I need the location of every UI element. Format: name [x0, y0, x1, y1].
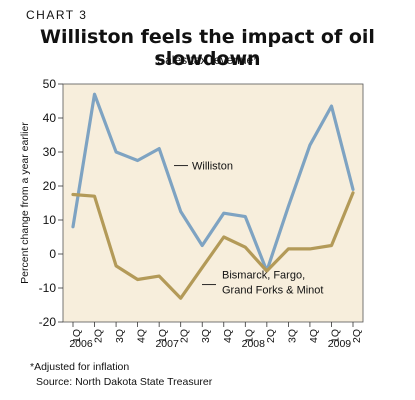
plot-area	[62, 83, 364, 323]
chart-subtitle: Sales tax revenue*	[157, 53, 258, 67]
x-year-label: 2006	[69, 338, 93, 350]
x-tick-label: 1Q	[243, 329, 255, 343]
annotation-label: Grand Forks & Minot	[222, 285, 323, 297]
y-axis-label: Percent change from a year earlier	[19, 122, 31, 284]
x-tick-label: 4Q	[136, 329, 148, 343]
x-tick-label: 4Q	[222, 329, 234, 343]
series-line	[71, 191, 355, 300]
source-note: Source: North Dakota State Treasurer	[36, 376, 213, 388]
x-year-label: 2009	[328, 338, 352, 350]
x-tick-label: 1Q	[71, 329, 83, 343]
x-tick-label: 3Q	[200, 329, 212, 343]
x-tick-label: 3Q	[114, 329, 126, 343]
x-tick-label: 2Q	[265, 329, 277, 343]
y-tick-label: 20	[43, 179, 57, 193]
series-line	[71, 92, 355, 273]
y-axis: 50 40 30 20 10 0 -10 -20	[39, 77, 63, 329]
y-tick-label: 0	[49, 247, 56, 261]
y-tick-label: 10	[43, 213, 57, 227]
y-tick-label: 30	[43, 145, 57, 159]
x-year-label: 2007	[155, 338, 179, 350]
y-tick-label: -20	[39, 315, 57, 329]
y-tick-label: 40	[43, 111, 57, 125]
x-tick-label: 3Q	[286, 329, 298, 343]
x-tick-label: 4Q	[308, 329, 320, 343]
chart-title: Williston feels the impact of oil slowdo…	[40, 26, 375, 70]
x-year-label: 2008	[242, 338, 266, 350]
x-tick-label: 2Q	[351, 329, 363, 343]
footnote: *Adjusted for inflation	[30, 361, 130, 373]
series-layer	[71, 92, 355, 300]
annotation-label: Bismarck, Fargo,	[222, 270, 305, 282]
x-tick-label: 2Q	[179, 329, 191, 343]
annotation-label: Williston	[192, 161, 233, 173]
x-tick-label: 1Q	[329, 329, 341, 343]
x-tick-label: 2Q	[93, 329, 105, 343]
y-tick-label: -10	[39, 281, 57, 295]
y-tick-label: 50	[43, 77, 57, 91]
x-tick-label: 1Q	[157, 329, 169, 343]
annotation-layer: Williston Bismarck, Fargo, Grand Forks & M…	[174, 161, 323, 297]
chart-number: CHART 3	[26, 8, 88, 22]
